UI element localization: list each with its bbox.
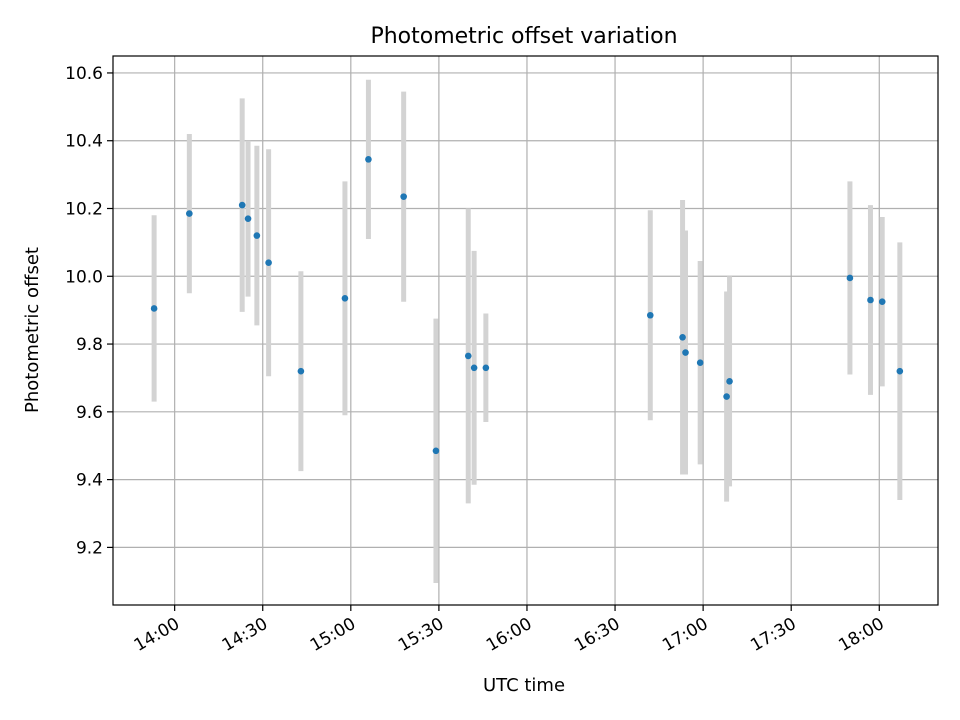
data-point [846, 274, 854, 282]
data-point [186, 210, 193, 217]
data-point [244, 215, 252, 222]
data-point [723, 393, 730, 400]
y-tick-label: 10.2 [65, 200, 103, 220]
data-point [400, 193, 407, 200]
data-point [150, 305, 158, 312]
data-point [878, 298, 886, 305]
data-point [297, 367, 305, 375]
y-tick-label: 10.0 [65, 267, 103, 287]
data-point [696, 359, 704, 366]
data-point [365, 156, 372, 163]
data-point [679, 333, 686, 341]
data-point [646, 311, 654, 319]
data-point [432, 447, 440, 455]
y-tick-label: 10.6 [65, 64, 103, 84]
data-point [238, 201, 246, 209]
data-point [464, 352, 472, 360]
data-point [341, 295, 349, 302]
plot-area-frame [112, 55, 939, 606]
data-point [682, 349, 689, 356]
y-tick-label: 10.4 [65, 132, 103, 152]
data-point [867, 296, 874, 304]
y-tick-label: 9.4 [76, 471, 103, 491]
data-point [482, 364, 490, 372]
data-point [470, 364, 478, 372]
y-axis-label: Photometric offset [22, 247, 43, 413]
data-point [896, 367, 904, 375]
y-tick-label: 9.2 [76, 538, 103, 558]
data-point [253, 232, 261, 239]
data-point [265, 259, 272, 267]
data-points [150, 156, 904, 455]
y-tick-label: 9.8 [76, 335, 103, 355]
x-axis-label: UTC time [483, 675, 565, 696]
data-point [726, 378, 733, 385]
y-tick-label: 9.6 [76, 403, 103, 423]
chart-title: Photometric offset variation [370, 24, 677, 49]
